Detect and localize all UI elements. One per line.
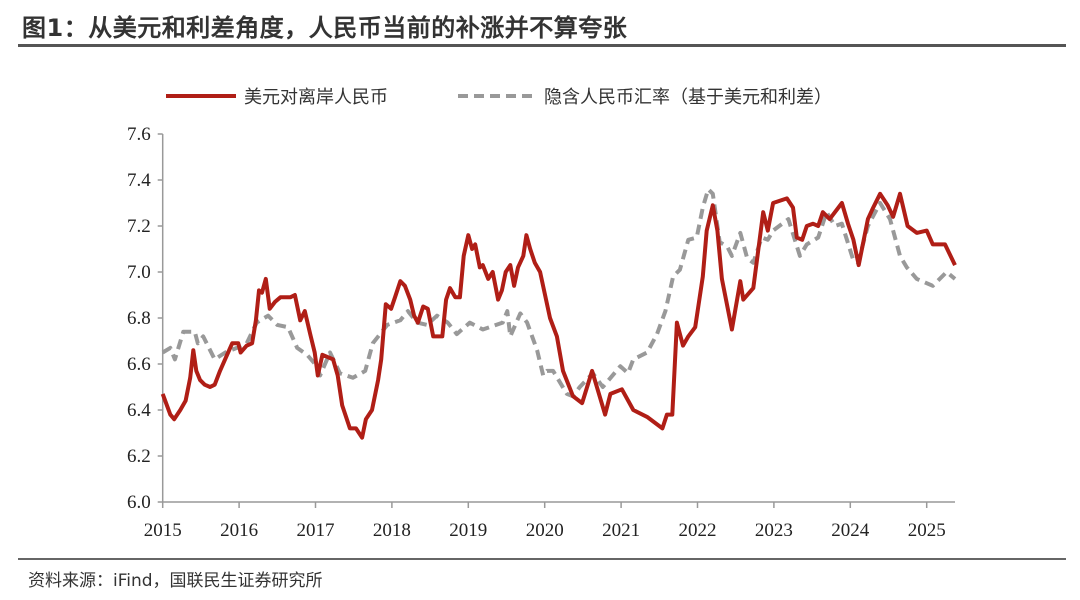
x-tick-label: 2022	[679, 520, 717, 541]
title-divider	[18, 44, 1066, 47]
x-tick-label: 2025	[908, 520, 946, 541]
x-tick-label: 2019	[449, 520, 487, 541]
y-tick-label: 6.2	[127, 446, 151, 467]
footer-divider	[18, 558, 1066, 560]
x-tick-label: 2018	[373, 520, 411, 541]
y-tick-label: 6.6	[127, 354, 151, 375]
legend-label-implied: 隐含人民币汇率（基于美元和利差）	[544, 87, 832, 108]
legend: 美元对离岸人民币 隐含人民币汇率（基于美元和利差）	[166, 87, 832, 108]
y-tick-label: 7.4	[127, 170, 151, 191]
y-tick-label: 7.6	[127, 124, 151, 145]
x-tick-label: 2024	[831, 520, 870, 541]
y-tick-label: 6.0	[127, 492, 151, 513]
y-tick-label: 6.8	[127, 308, 151, 329]
y-tick-label: 6.4	[127, 400, 151, 421]
series-line-implied	[161, 187, 957, 399]
series-line-cnh	[160, 191, 957, 440]
source-note: 资料来源：iFind，国联民生证券研究所	[28, 571, 323, 591]
x-tick-label: 2016	[220, 520, 258, 541]
x-tick-label: 2017	[297, 520, 335, 541]
x-tick-label: 2023	[755, 520, 793, 541]
y-tick-label: 7.0	[127, 262, 151, 283]
chart-title: 图1：从美元和利差角度，人民币当前的补涨并不算夸张	[22, 14, 628, 42]
y-tick-label: 7.2	[127, 216, 151, 237]
x-tick-label: 2021	[602, 520, 640, 541]
x-tick-label: 2015	[144, 520, 182, 541]
legend-label-cnh: 美元对离岸人民币	[244, 87, 388, 108]
x-tick-label: 2020	[526, 520, 564, 541]
